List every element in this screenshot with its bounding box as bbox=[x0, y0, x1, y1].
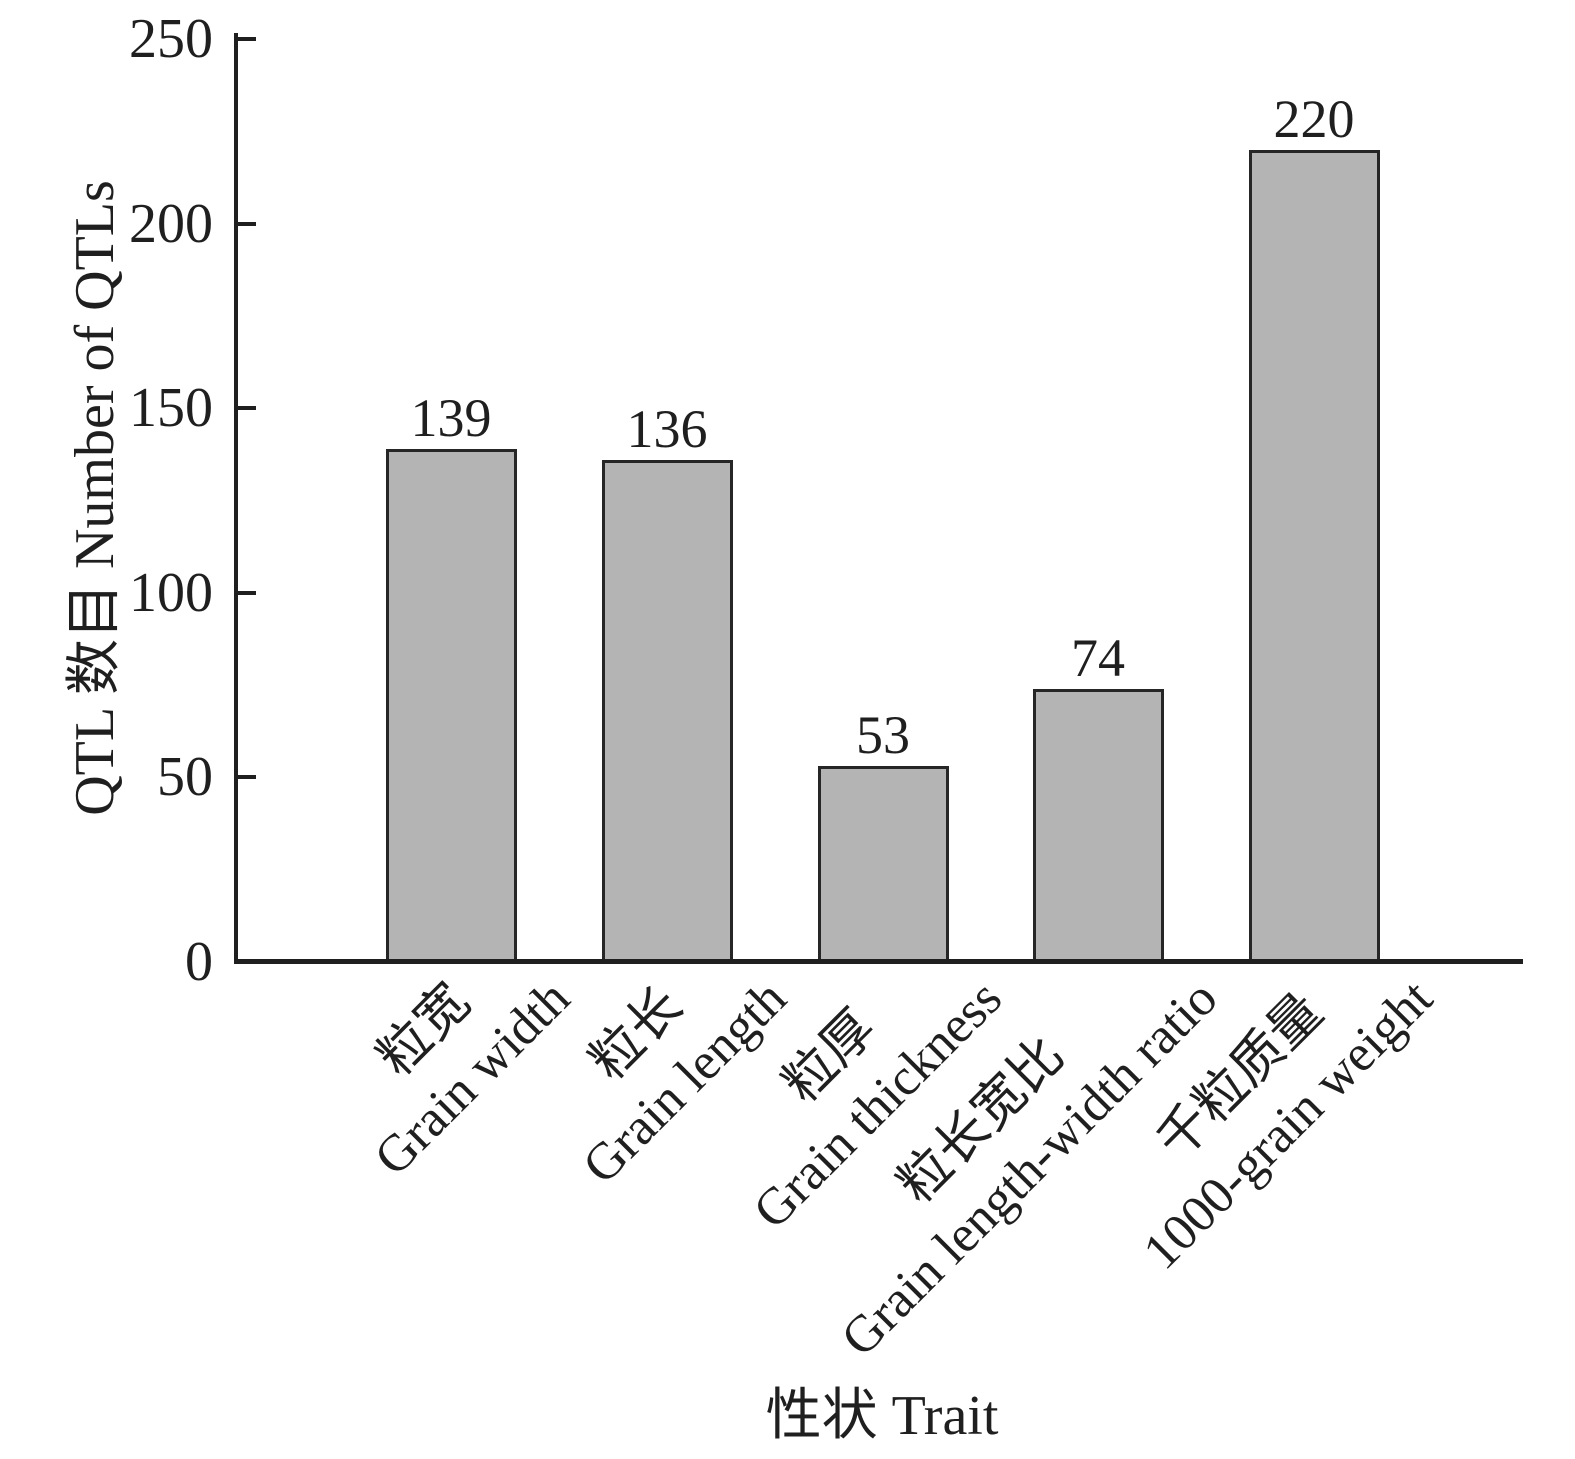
bar-value-label: 139 bbox=[410, 387, 492, 448]
bar bbox=[1032, 688, 1164, 962]
bar bbox=[385, 448, 517, 962]
y-tick-mark bbox=[238, 775, 256, 780]
y-tick-label: 250 bbox=[129, 8, 213, 70]
y-tick-label: 200 bbox=[129, 192, 213, 255]
y-axis-line bbox=[234, 33, 238, 964]
y-tick-label: 50 bbox=[157, 746, 213, 809]
bar bbox=[1248, 149, 1380, 962]
y-tick-label: 0 bbox=[185, 931, 213, 993]
bar-value-label: 53 bbox=[856, 705, 910, 766]
y-tick-mark bbox=[238, 590, 256, 595]
y-tick-mark bbox=[238, 221, 256, 226]
x-axis-title: 性状 Trait bbox=[765, 1385, 999, 1447]
y-tick-mark bbox=[238, 37, 256, 41]
bar-value-label: 74 bbox=[1071, 627, 1125, 688]
y-axis-title: QTL 数目 Number of QTLs bbox=[64, 180, 126, 816]
x-axis-line bbox=[234, 959, 1523, 964]
bar bbox=[817, 766, 949, 962]
bar-value-label: 220 bbox=[1273, 88, 1355, 149]
bar-value-label: 136 bbox=[626, 398, 708, 459]
y-tick-label: 150 bbox=[129, 377, 213, 440]
bar bbox=[601, 459, 733, 962]
y-tick-mark bbox=[238, 406, 256, 411]
y-tick-label: 100 bbox=[129, 561, 213, 624]
